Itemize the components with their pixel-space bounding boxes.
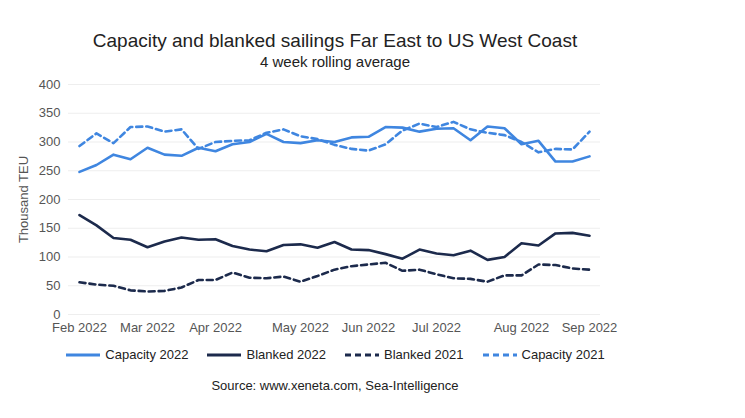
html-text:Blanked 2021: Blanked 2021: [384, 347, 464, 362]
svg-text:Apr 2022: Apr 2022: [189, 320, 242, 335]
svg-text:Mar 2022: Mar 2022: [120, 320, 175, 335]
html-text:Capacity and blanked sailings: Capacity and blanked sailings Far East t…: [92, 30, 578, 51]
svg-text:50: 50: [46, 278, 60, 293]
svg-text:400: 400: [39, 77, 61, 92]
html-text:Capacity 2021: Capacity 2021: [521, 347, 605, 362]
svg-text:Jul 2022: Jul 2022: [412, 320, 461, 335]
html-text:Capacity 2022: Capacity 2022: [105, 347, 189, 362]
svg-text:May 2022: May 2022: [272, 320, 329, 335]
svg-text:300: 300: [39, 134, 61, 149]
svg-text:Feb 2022: Feb 2022: [52, 320, 107, 335]
svg-text:100: 100: [39, 249, 61, 264]
svg-text:250: 250: [39, 163, 61, 178]
svg-text:0: 0: [53, 306, 61, 322]
svg-text:150: 150: [39, 220, 61, 235]
svg-text:Jun 2022: Jun 2022: [342, 320, 396, 335]
html-text:Blanked 2022: Blanked 2022: [246, 347, 326, 362]
svg-text:200: 200: [39, 192, 61, 207]
svg-text:Sep 2022: Sep 2022: [562, 320, 618, 335]
html-text:4 week rolling average: 4 week rolling average: [260, 53, 410, 70]
svg-text:Aug 2022: Aug 2022: [494, 320, 550, 335]
svg-text:350: 350: [39, 105, 61, 120]
html-text:Source: www.xeneta.com, Sea-In: Source: www.xeneta.com, Sea-Intelligence: [211, 378, 459, 393]
svg-text:Thousand TEU: Thousand TEU: [16, 156, 31, 243]
